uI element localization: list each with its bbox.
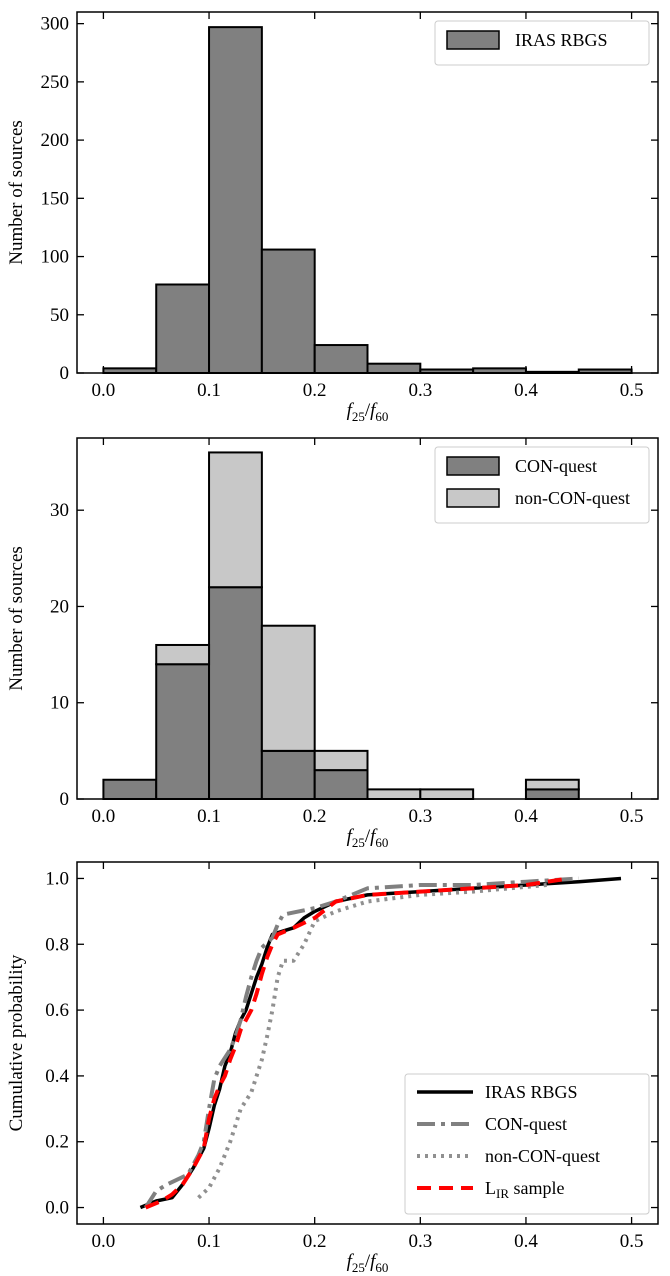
axes-1: 0.0 0.1 0.2 0.3 0.4 0.5 0 50 100 150 200 250 300 f25/… — [6, 11, 659, 424]
x-axis-label: f25/f60 — [347, 1251, 389, 1275]
x-tick-label: 0.3 — [408, 806, 432, 827]
y-tick-label: 50 — [50, 305, 69, 326]
series-non-con-quest — [155, 451, 580, 801]
y-tick-label: 100 — [41, 247, 70, 268]
legend-item: CON-quest — [446, 456, 597, 476]
legend-label: CON-quest — [515, 456, 597, 476]
x-tick-label: 0.2 — [303, 806, 327, 827]
axes-3: 0.0 0.1 0.2 0.3 0.4 0.5 0.0 0.2 0.4 0.6 0.8 1.0 f25/… — [6, 861, 659, 1275]
y-tick-label: 250 — [41, 72, 70, 93]
cdf-line-con-quest — [144, 876, 579, 1209]
y-tick-label: 200 — [41, 130, 70, 151]
histogram-bar — [419, 788, 475, 801]
legend-label: CON-quest — [485, 1114, 567, 1134]
y-axis-label: Number of sources — [6, 546, 27, 691]
histogram-bar — [260, 624, 316, 752]
plot-frame — [76, 11, 659, 374]
legend-label: non-CON-quest — [515, 488, 630, 508]
x-tick-label: 0.3 — [408, 380, 432, 401]
series-iras-rbgs — [102, 26, 633, 375]
legend-item: non-CON-quest — [417, 1146, 600, 1166]
legend-swatch — [446, 456, 500, 476]
histogram-bar — [524, 778, 580, 791]
legend-label: LIR sample — [485, 1178, 565, 1201]
histogram-bar — [313, 749, 369, 772]
x-tick-label: 0.1 — [197, 380, 221, 401]
x-tick-label: 0.0 — [92, 1231, 116, 1252]
histogram-bar — [208, 586, 263, 800]
x-tick-label: 0.4 — [514, 380, 538, 401]
x-tick-label: 0.0 — [92, 806, 116, 827]
plot-frame — [76, 437, 659, 800]
y-tick-label: 0.0 — [45, 1198, 69, 1219]
legend: CON-quest non-CON-quest — [434, 446, 650, 524]
histogram-bar — [155, 663, 211, 801]
x-tick-label: 0.2 — [303, 380, 327, 401]
legend-item: CON-quest — [417, 1114, 567, 1134]
x-tick-label: 0.5 — [620, 1231, 644, 1252]
x-tick-label: 0.4 — [514, 1231, 538, 1252]
histogram-bar — [313, 769, 369, 800]
plot-frame — [76, 861, 659, 1225]
axes-2: 0.0 0.1 0.2 0.3 0.4 0.5 0 10 20 30 f25/f60 Number o… — [6, 437, 659, 850]
legend-label: IRAS RBGS — [485, 1082, 578, 1102]
y-tick-label: 300 — [41, 14, 70, 35]
histogram-bar — [313, 344, 369, 374]
y-tick-label: 0 — [60, 363, 70, 384]
legend-item: IRAS RBGS — [446, 30, 608, 50]
x-tick-label: 0.1 — [197, 1231, 221, 1252]
legend-item: LIR sample — [417, 1178, 565, 1201]
histogram-bar — [366, 788, 422, 801]
x-tick-label: 0.4 — [514, 806, 538, 827]
legend-item: IRAS RBGS — [417, 1082, 578, 1102]
y-tick-label: 0.6 — [45, 1000, 69, 1021]
y-tick-label: 0.4 — [45, 1066, 69, 1087]
y-tick-label: 10 — [50, 693, 69, 714]
y-tick-label: 30 — [50, 500, 69, 521]
y-tick-label: 150 — [41, 188, 70, 209]
histogram-bar — [102, 778, 158, 800]
legend-box — [404, 1073, 650, 1215]
legend-item: non-CON-quest — [446, 488, 630, 508]
legend-label: non-CON-quest — [485, 1146, 600, 1166]
histogram-bar — [366, 362, 422, 374]
y-tick-label: 20 — [50, 596, 69, 617]
x-axis-label: f25/f60 — [347, 826, 389, 850]
x-tick-label: 0.5 — [620, 806, 644, 827]
x-tick-label: 0.1 — [197, 806, 221, 827]
histogram-bar — [155, 283, 211, 374]
histogram-bar — [524, 788, 580, 801]
y-tick-label: 0.8 — [45, 934, 69, 955]
y-tick-label: 1.0 — [45, 868, 69, 889]
x-tick-label: 0.5 — [620, 380, 644, 401]
legend-swatch — [446, 30, 500, 50]
y-axis-label: Cumulative probability — [6, 954, 27, 1131]
x-axis-label: f25/f60 — [347, 400, 389, 424]
x-tick-label: 0.2 — [303, 1231, 327, 1252]
x-tick-label: 0.3 — [408, 1231, 432, 1252]
x-tick-label: 0.0 — [92, 380, 116, 401]
histogram-bar — [155, 643, 211, 666]
y-axis-label: Number of sources — [6, 120, 27, 265]
y-tick-label: 0.2 — [45, 1132, 69, 1153]
legend: IRAS RBGS CON-quest non-CON-quest LIR sampl… — [404, 1073, 650, 1215]
y-tick-label: 0 — [60, 789, 70, 810]
histogram-bar — [208, 451, 263, 589]
legend-label: IRAS RBGS — [515, 30, 608, 50]
cdf-line-non-con-quest — [197, 883, 548, 1200]
histogram-bar — [208, 26, 263, 375]
legend: IRAS RBGS — [434, 20, 650, 66]
cdf-line-l — [144, 876, 569, 1210]
histogram-bar — [260, 749, 316, 800]
legend-swatch — [446, 488, 500, 508]
histogram-bar — [260, 248, 316, 375]
